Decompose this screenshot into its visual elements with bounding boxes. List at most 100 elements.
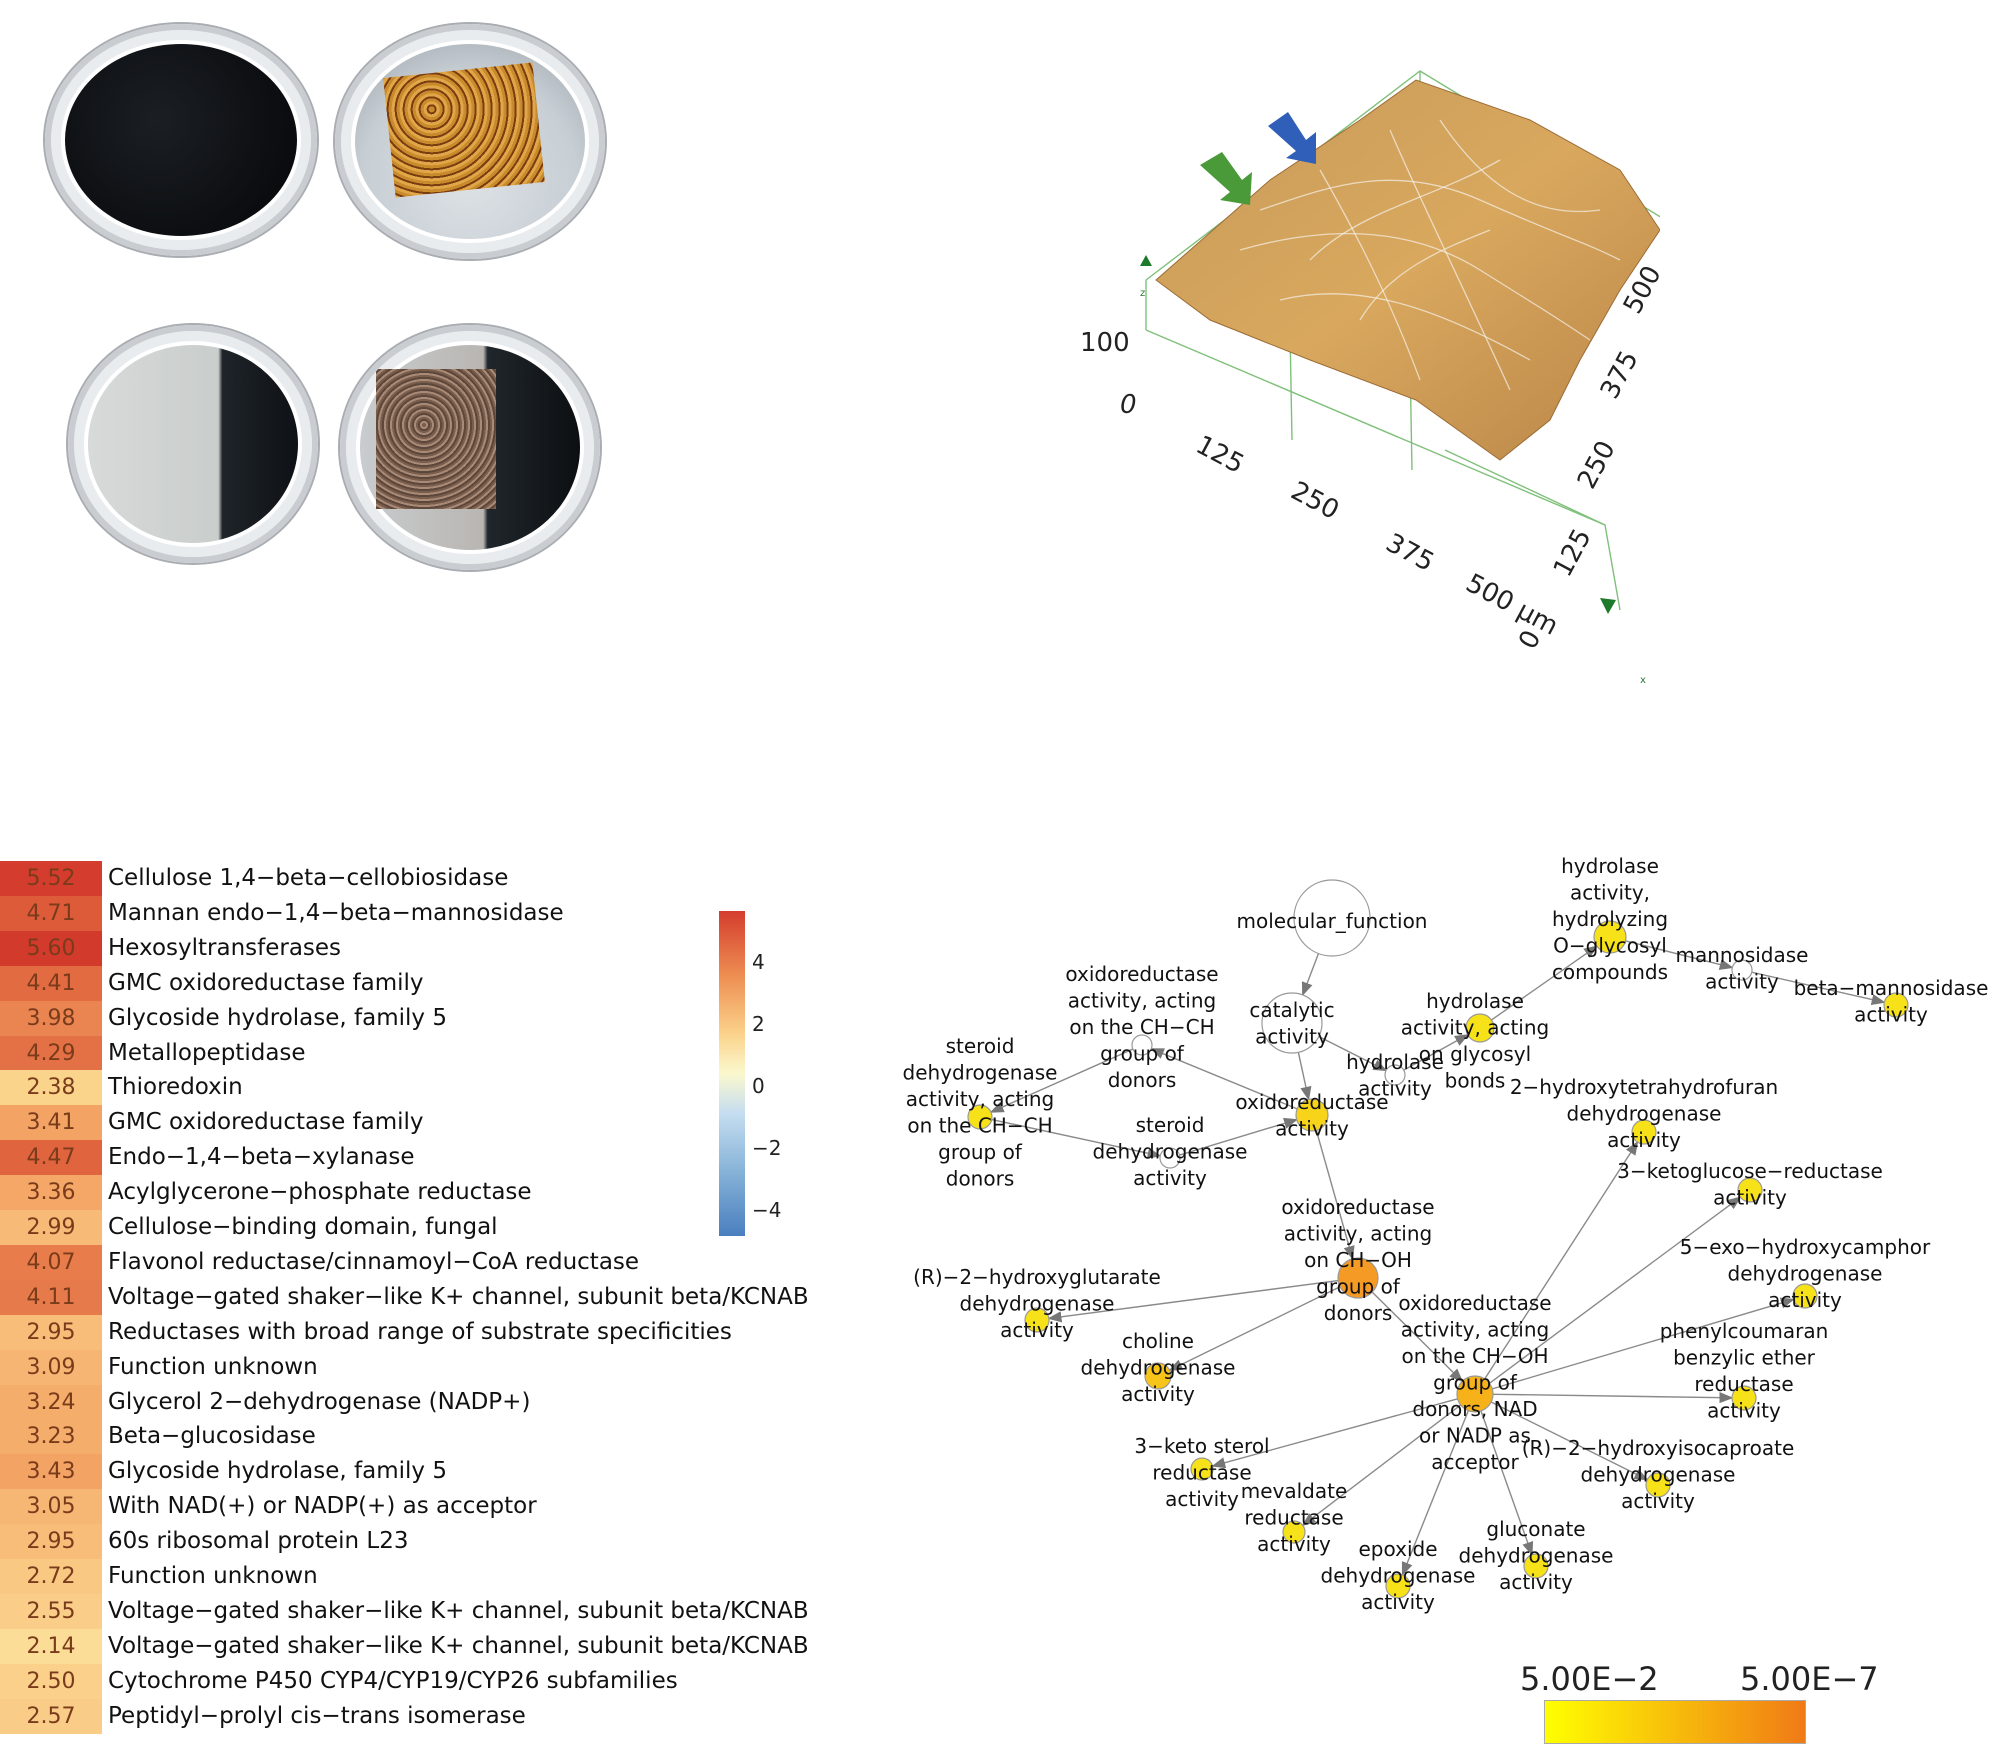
network-node-label: activity [1255, 1025, 1329, 1049]
network-node-circle [1159, 1147, 1181, 1169]
network-edge [1403, 1034, 1469, 1071]
network-node-circle [1282, 1520, 1306, 1544]
network-node-label: on the CH−OH [1402, 1344, 1549, 1368]
network-edge [1492, 1392, 1734, 1404]
network-node-label: reductase [1152, 1461, 1251, 1485]
heatmap-value-cell: 3.09 [0, 1349, 102, 1385]
heatmap-value-cell: 4.29 [0, 1035, 102, 1071]
network-node-label: hydrolase [1346, 1050, 1444, 1074]
network-node-label: oxidoreductase [1065, 962, 1218, 986]
heatmap-row-label: Glycoside hydrolase, family 5 [108, 1004, 447, 1031]
network-node-label: activity [1705, 970, 1779, 994]
network-edge [1315, 1130, 1355, 1261]
heatmap-row-label: Voltage−gated shaker−like K+ channel, su… [108, 1632, 809, 1659]
heatmap-row: 3.43 Glycoside hydrolase, family 5 [0, 1454, 900, 1490]
network-node-circle [1523, 1553, 1549, 1579]
network-edge [989, 1048, 1134, 1113]
network-node-circle [1337, 1257, 1379, 1299]
network-node-label: beta−mannosidase [1794, 976, 1989, 1000]
heatmap-row-label: GMC oxidoreductase family [108, 969, 424, 996]
network-node-r2hg: (R)−2−hydroxyglutarate dehydrogenaseactiv… [913, 1265, 1161, 1342]
network-node-label: benzylic ether [1673, 1346, 1816, 1370]
network-node-mann: mannosidase activity [1676, 943, 1809, 994]
network-node-label: hydrolase [1426, 989, 1524, 1013]
network-node-label: oxidoreductase [1398, 1291, 1551, 1315]
heatmap-value-cell: 3.36 [0, 1175, 102, 1211]
network-node-label: donors [1324, 1301, 1393, 1325]
network-edge [1492, 1297, 1795, 1390]
network-edge [1211, 1398, 1458, 1469]
network-node-circle [1465, 1013, 1495, 1043]
network-node-label: dehydrogenase [1567, 1102, 1722, 1126]
network-node-exo: 5−exo−hydroxycamphor dehydrogenaseactivit… [1680, 1235, 1931, 1312]
heatmap-row-label: Glycoside hydrolase, family 5 [108, 1458, 447, 1485]
network-node-label: donors, NAD [1412, 1397, 1537, 1421]
network-node-label: activity [1121, 1382, 1195, 1406]
heatmap-value-cell: 2.95 [0, 1314, 102, 1350]
network-node-label: dehydrogenase [1093, 1140, 1248, 1164]
network-edge [1484, 1140, 1639, 1380]
network-node-hydlz: hydrolase activity,hydrolyzing O−glycosylc… [1552, 854, 1668, 984]
petri-dish-pigmented-square [335, 24, 605, 259]
network-edge [1751, 971, 1886, 1006]
network-node-hyd: hydrolase activity [1346, 1050, 1444, 1101]
petri-dish-white-mycelium [68, 325, 318, 563]
network-node-circle [1792, 1283, 1818, 1309]
colorbar-tick-neg4: −4 [752, 1198, 782, 1222]
heatmap-row-label: Function unknown [108, 1353, 318, 1380]
network-node-circle [1261, 992, 1323, 1054]
heatmap-row-label: Metallopeptidase [108, 1039, 306, 1066]
network-node-ketog: 3−ketoglucose−reductase activity [1617, 1159, 1883, 1210]
green-arrow [1200, 152, 1252, 205]
heatmap-row: 2.38 Thioredoxin [0, 1070, 900, 1106]
colorbar-tick-0: 0 [752, 1074, 765, 1098]
network-node-label: group of [1316, 1275, 1401, 1299]
heatmap-row-label: Peptidyl−prolyl cis−trans isomerase [108, 1702, 526, 1729]
network-edge [991, 1118, 1162, 1159]
heatmap-row: 3.23 Beta−glucosidase [0, 1419, 900, 1455]
heatmap-value-cell: 5.52 [0, 861, 102, 896]
network-node-label: dehydrogenase [1728, 1262, 1883, 1286]
network-node-label: dehydrogenase [960, 1292, 1115, 1316]
heatmap-value-cell: 3.43 [0, 1454, 102, 1490]
network-legend-gradient [1544, 1700, 1806, 1744]
network-node-label: on CH−OH [1304, 1248, 1412, 1272]
network-node-circle [967, 1104, 993, 1130]
heatmap-row: 3.24 Glycerol 2−dehydrogenase (NADP+) [0, 1384, 900, 1420]
go-network-graph: molecular_functioncatalyticactivityhydro… [903, 854, 1989, 1614]
heatmap-row-label: Endo−1,4−beta−xylanase [108, 1144, 415, 1171]
network-node-label: activity [1275, 1117, 1349, 1141]
network-node-label: activity [1713, 1186, 1787, 1210]
network-edge [1149, 1048, 1298, 1110]
heatmap-row: 5.60 Hexosyltransferases [0, 930, 900, 966]
network-node-label: activity [1607, 1128, 1681, 1152]
heatmap-row-label: Mannan endo−1,4−beta−mannosidase [108, 899, 564, 926]
surface-3d-panel: z 100 0 125 250 375 500 µm x 0 125 250 3… [1060, 60, 1683, 740]
network-node-hthf: 2−hydroxytetrahydrofuran dehydrogenaseact… [1510, 1075, 1778, 1152]
network-edge [1491, 945, 1599, 1021]
heatmap-value-cell: 3.05 [0, 1489, 102, 1525]
network-node-circle [1385, 1573, 1411, 1599]
blue-arrow [1268, 112, 1316, 164]
heatmap-row: 2.99 Cellulose−binding domain, fungal [0, 1210, 900, 1245]
x-axis-letter: x [1640, 675, 1646, 686]
network-node-label: group of [1100, 1042, 1185, 1066]
network-node-label: activity [1707, 1399, 1781, 1423]
network-node-circle [1737, 1177, 1763, 1203]
heatmap-value-cell: 3.98 [0, 1000, 102, 1036]
network-node-label: (R)−2−hydroxyglutarate [913, 1265, 1161, 1289]
network-node-circle [1384, 1064, 1406, 1086]
network-legend-left: 5.00E−2 [1520, 1660, 1659, 1698]
heatmap-row-label: Voltage−gated shaker−like K+ channel, su… [108, 1283, 809, 1310]
heatmap-value-cell: 3.41 [0, 1105, 102, 1141]
heatmap-row-label: Function unknown [108, 1563, 318, 1589]
heatmap-value-cell: 2.72 [0, 1559, 102, 1594]
heatmap-value-cell: 2.38 [0, 1070, 102, 1106]
heatmap-row: 2.95 60s ribosomal protein L23 [0, 1524, 900, 1560]
